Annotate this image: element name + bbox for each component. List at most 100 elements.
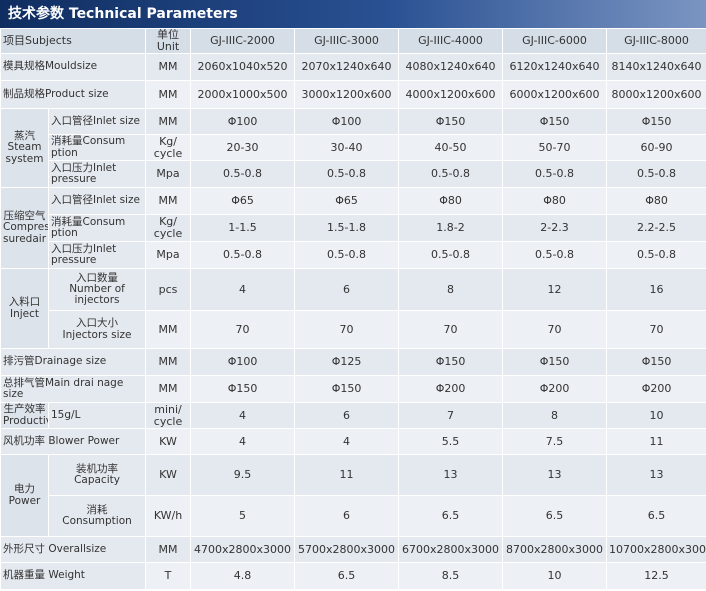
value: 5 — [190, 495, 296, 537]
value: 60-90 — [606, 134, 706, 161]
group-label: 入料口 Inject — [0, 268, 49, 349]
table-row: 电力 Power 装机功率 Capacity KW 9.5 11 13 13 13 — [0, 454, 706, 537]
value: 8700x2800x3000 — [502, 536, 608, 563]
column-header: GJ-IIIC-8000 — [606, 28, 706, 54]
unit: pcs — [145, 268, 192, 311]
unit: MM — [145, 187, 192, 215]
value: 1-1.5 — [190, 214, 296, 242]
value: 70 — [398, 310, 504, 349]
column-header: 项目Subjects — [0, 28, 147, 54]
row-label: 入口数量 Number of injectors — [47, 268, 147, 311]
unit: KW — [145, 428, 192, 455]
value: 8 — [398, 268, 504, 311]
value: 8140x1240x640 — [606, 53, 706, 81]
value: 8000x1200x600 — [606, 80, 706, 109]
group-label: 压缩空气 Compres suredair — [0, 187, 49, 269]
value: 0.5-0.8 — [190, 160, 296, 188]
table-row: 外形尺寸 Overallsize MM 4700x2800x3000 5700x280… — [0, 536, 706, 563]
value: 12 — [502, 268, 608, 311]
value: 6 — [294, 495, 400, 537]
value: Φ65 — [190, 187, 296, 215]
value: 13 — [502, 454, 608, 496]
value: 6.5 — [606, 495, 706, 537]
row-label: 入口压力Inlet pressure — [47, 241, 147, 269]
table-row: 蒸汽 Steam system 入口管径Inlet size MM Φ100 Φ100 Φ… — [0, 108, 706, 188]
value: 2000x1000x500 — [190, 80, 296, 109]
row-label: 装机功率 Capacity — [47, 454, 147, 496]
value: 70 — [606, 310, 706, 349]
value: 10 — [606, 402, 706, 429]
value: 0.5-0.8 — [398, 241, 504, 269]
value: 0.5-0.8 — [398, 160, 504, 188]
value: 11 — [606, 428, 706, 455]
value: Φ80 — [606, 187, 706, 215]
value: Φ150 — [502, 108, 608, 135]
table-row: 总排气管Main drai nage size MM Φ150 Φ150 Φ200 Φ20… — [0, 375, 706, 403]
table-row: 消耗 Consumption KW/h 5 6 6.5 6.5 6.5 — [1, 495, 706, 537]
unit: Mpa — [145, 241, 192, 269]
value: 6.5 — [294, 562, 400, 590]
value: 1.8-2 — [398, 214, 504, 242]
table-row: 入口压力Inlet pressure Mpa 0.5-0.8 0.5-0.8 0.5-0… — [1, 241, 706, 269]
value: Φ80 — [398, 187, 504, 215]
unit: MM — [145, 348, 192, 376]
row-label: 机器重量 Weight — [0, 562, 147, 590]
value: 0.5-0.8 — [606, 160, 706, 188]
row-label: 消耗量Consum ption — [47, 214, 147, 242]
value: 2-2.3 — [502, 214, 608, 242]
value: 9.5 — [190, 454, 296, 496]
value: 0.5-0.8 — [294, 241, 400, 269]
group-label: 蒸汽 Steam system — [0, 108, 49, 188]
unit: Kg/ cycle — [145, 134, 192, 161]
value: 2.2-2.5 — [606, 214, 706, 242]
unit: MM — [145, 108, 192, 135]
value: 4.8 — [190, 562, 296, 590]
value: 2060x1040x520 — [190, 53, 296, 81]
column-header: GJ-IIIC-3000 — [294, 28, 400, 54]
row-label: 入口大小 Injectors size — [47, 310, 147, 349]
unit: Kg/ cycle — [145, 214, 192, 242]
value: Φ200 — [502, 375, 608, 403]
value: 6 — [294, 268, 400, 311]
value: Φ150 — [606, 348, 706, 376]
unit: KW/h — [145, 495, 192, 537]
unit: MM — [145, 375, 192, 403]
table-row: 机器重量 Weight T 4.8 6.5 8.5 10 12.5 — [0, 562, 706, 590]
value: Φ150 — [606, 108, 706, 135]
row-label: 模具规格Mouldsize — [0, 53, 147, 81]
table-row: 入料口 Inject 入口数量 Number of injectors pcs 4 6 8… — [0, 268, 706, 349]
row-label: 总排气管Main drai nage size — [0, 375, 147, 403]
value: 30-40 — [294, 134, 400, 161]
value: Φ200 — [606, 375, 706, 403]
row-label: 消耗 Consumption — [47, 495, 147, 537]
value: 0.5-0.8 — [502, 160, 608, 188]
value: Φ80 — [502, 187, 608, 215]
value: 40-50 — [398, 134, 504, 161]
table-row: 入口大小 Injectors size MM 70 70 70 70 70 — [1, 310, 706, 349]
row-label: 制品规格Product size — [0, 80, 147, 109]
value: 5700x2800x3000 — [294, 536, 400, 563]
value: 6700x2800x3000 — [398, 536, 504, 563]
value: 7 — [398, 402, 504, 429]
value: 0.5-0.8 — [190, 241, 296, 269]
column-header: GJ-IIIC-4000 — [398, 28, 504, 54]
value: Φ100 — [190, 108, 296, 135]
unit: MM — [145, 53, 192, 81]
unit: mini/ cycle — [145, 402, 192, 429]
value: 4000x1200x600 — [398, 80, 504, 109]
value: 12.5 — [606, 562, 706, 590]
value: 4700x2800x3000 — [190, 536, 296, 563]
unit: MM — [145, 536, 192, 563]
header-row: 项目Subjects 单位Unit GJ-IIIC-2000 GJ-IIIC-3000… — [0, 28, 706, 54]
unit: T — [145, 562, 192, 590]
value: 4080x1240x640 — [398, 53, 504, 81]
table-row: 制品规格Product size MM 2000x1000x500 3000x1200… — [0, 80, 706, 109]
table-row: 入口压力Inlet pressure Mpa 0.5-0.8 0.5-0.8 0.5-0… — [1, 160, 706, 188]
value: 70 — [502, 310, 608, 349]
value: 11 — [294, 454, 400, 496]
value: 0.5-0.8 — [294, 160, 400, 188]
column-header: GJ-IIIC-2000 — [190, 28, 296, 54]
value: 6.5 — [502, 495, 608, 537]
